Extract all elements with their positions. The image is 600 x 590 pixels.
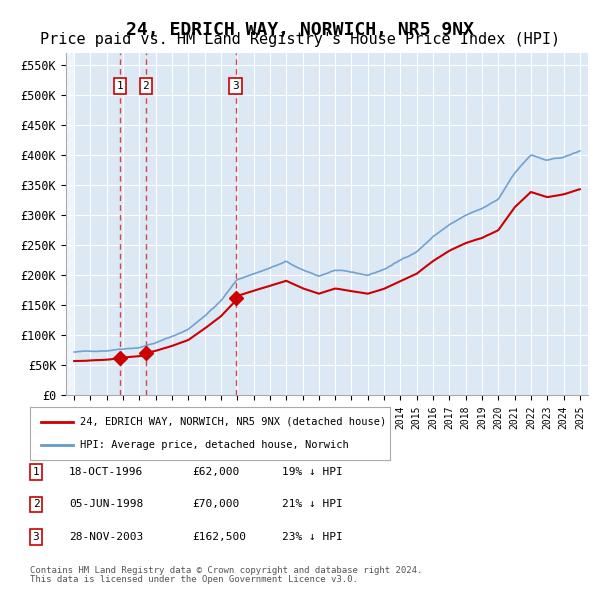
- Text: 3: 3: [232, 81, 239, 91]
- Text: 1: 1: [116, 81, 123, 91]
- Text: HPI: Average price, detached house, Norwich: HPI: Average price, detached house, Norw…: [80, 440, 349, 450]
- Text: 18-OCT-1996: 18-OCT-1996: [69, 467, 143, 477]
- Bar: [66, 53, 74, 395]
- Text: 2: 2: [143, 81, 149, 91]
- Text: 3: 3: [32, 532, 40, 542]
- Text: 05-JUN-1998: 05-JUN-1998: [69, 500, 143, 509]
- Text: 1: 1: [32, 467, 40, 477]
- Text: This data is licensed under the Open Government Licence v3.0.: This data is licensed under the Open Gov…: [30, 575, 358, 584]
- Text: 2: 2: [32, 500, 40, 509]
- Text: 19% ↓ HPI: 19% ↓ HPI: [282, 467, 343, 477]
- Text: Price paid vs. HM Land Registry's House Price Index (HPI): Price paid vs. HM Land Registry's House …: [40, 32, 560, 47]
- Text: 24, EDRICH WAY, NORWICH, NR5 9NX (detached house): 24, EDRICH WAY, NORWICH, NR5 9NX (detach…: [80, 417, 386, 427]
- Text: £62,000: £62,000: [192, 467, 239, 477]
- Text: 21% ↓ HPI: 21% ↓ HPI: [282, 500, 343, 509]
- Text: £70,000: £70,000: [192, 500, 239, 509]
- Text: 24, EDRICH WAY, NORWICH, NR5 9NX: 24, EDRICH WAY, NORWICH, NR5 9NX: [126, 21, 474, 39]
- Text: Contains HM Land Registry data © Crown copyright and database right 2024.: Contains HM Land Registry data © Crown c…: [30, 566, 422, 575]
- Text: 28-NOV-2003: 28-NOV-2003: [69, 532, 143, 542]
- Text: 23% ↓ HPI: 23% ↓ HPI: [282, 532, 343, 542]
- Text: £162,500: £162,500: [192, 532, 246, 542]
